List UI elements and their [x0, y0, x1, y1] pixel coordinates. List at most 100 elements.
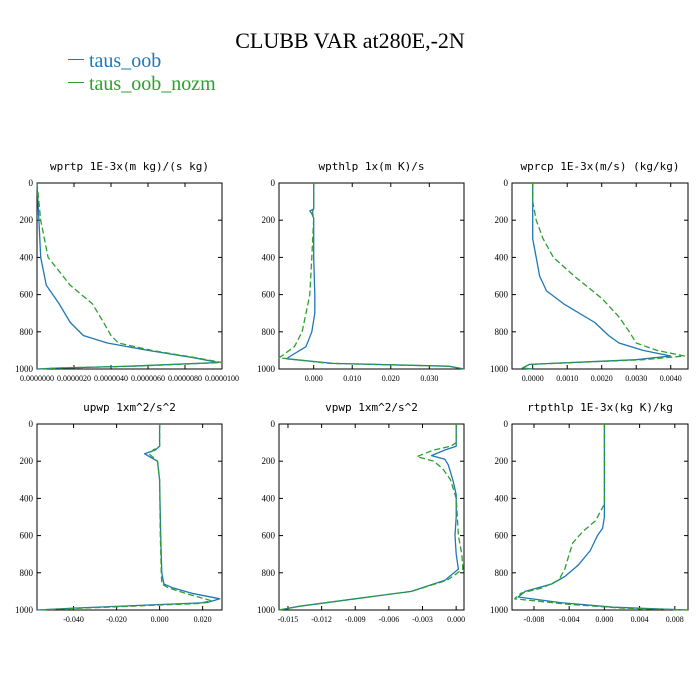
y-tick-label: 600 — [20, 290, 34, 300]
plot-frame — [511, 423, 689, 611]
series-line-taus-oob-nozm — [278, 424, 464, 611]
x-tick-label: 0.008 — [666, 615, 684, 624]
y-tick-label: 800 — [262, 327, 276, 337]
y-tick-label: 200 — [262, 215, 276, 225]
y-tick-label: 400 — [495, 252, 509, 262]
x-tick-label: -0.008 — [524, 615, 545, 624]
x-tick-label: 0.0000060 — [131, 374, 165, 383]
subplot-5: vpwp 1xm^2/s^2 0 200 400 600 800 1000-0.015 -0.… — [257, 401, 465, 624]
subplot-6: rtpthlp 1E-3x(kg K)/kg 0 200 400 600 800 1000 -… — [490, 401, 689, 624]
y-tick-label: 400 — [262, 493, 276, 503]
x-tick-label: 0.010 — [343, 374, 361, 383]
series-line-taus-oob-nozm — [278, 183, 465, 370]
plot-frame — [278, 423, 465, 611]
series-line-taus-oob-nozm — [513, 424, 689, 611]
plot-frame — [511, 182, 689, 370]
y-tick-label: 0 — [271, 178, 276, 188]
y-tick-label: 600 — [20, 531, 34, 541]
y-tick-label: 400 — [20, 252, 34, 262]
subplot-title: vpwp 1xm^2/s^2 — [325, 401, 418, 414]
subplot-title: rtpthlp 1E-3x(kg K)/kg — [527, 401, 673, 414]
x-tick-label: 0.0000100 — [205, 374, 239, 383]
x-tick-label: 0.020 — [194, 615, 212, 624]
series-line-taus-oob-nozm — [521, 183, 686, 370]
y-tick-label: 600 — [262, 531, 276, 541]
y-tick-label: 0 — [504, 178, 509, 188]
y-tick-label: 800 — [495, 327, 509, 337]
plot-frame — [36, 182, 223, 370]
plot-frame — [36, 423, 223, 611]
y-tick-label: 400 — [262, 252, 276, 262]
x-tick-label: 0.000 — [595, 615, 613, 624]
y-tick-label: 200 — [20, 456, 34, 466]
x-tick-label: -0.006 — [379, 615, 400, 624]
series-line-taus-oob-nozm — [36, 424, 212, 611]
legend-entry-taus-oob-nozm: taus_oob_nozm — [68, 73, 216, 96]
x-tick-label: -0.015 — [278, 615, 299, 624]
x-tick-label: -0.012 — [311, 615, 332, 624]
subplot-title: upwp 1xm^2/s^2 — [83, 401, 176, 414]
subplot-title: wprcp 1E-3x(m/s) (kg/kg) — [521, 160, 680, 173]
y-tick-label: 800 — [495, 568, 509, 578]
y-tick-label: 200 — [495, 215, 509, 225]
x-tick-label: -0.003 — [412, 615, 433, 624]
x-tick-label: 0.000 — [447, 615, 465, 624]
legend-swatch-taus-oob — [68, 58, 84, 60]
x-tick-label: 0.0000080 — [168, 374, 202, 383]
y-tick-label: 800 — [20, 568, 34, 578]
x-tick-label: 0.020 — [382, 374, 400, 383]
x-tick-label: -0.020 — [106, 615, 127, 624]
series-line-taus-oob — [36, 182, 219, 370]
y-tick-label: 600 — [495, 290, 509, 300]
y-tick-label: 1000 — [490, 605, 509, 615]
x-tick-label: 0.0000000 — [20, 374, 54, 383]
y-tick-label: 200 — [20, 215, 34, 225]
subplot-4: upwp 1xm^2/s^2 0 200 400 600 800 1000 -0.040 -0.… — [15, 401, 223, 624]
series-line-taus-oob — [36, 424, 221, 611]
legend-label-taus-oob: taus_oob — [89, 50, 162, 72]
y-tick-label: 600 — [495, 531, 509, 541]
x-tick-label: 0.030 — [420, 374, 438, 383]
y-tick-label: 1000 — [257, 605, 276, 615]
y-tick-label: 800 — [262, 568, 276, 578]
page-title: CLUBB VAR at280E,-2N — [235, 28, 465, 53]
y-tick-label: 0 — [504, 419, 509, 429]
y-tick-label: 0 — [271, 419, 276, 429]
legend-entry-taus-oob: taus_oob — [68, 50, 161, 73]
x-tick-label: -0.009 — [345, 615, 366, 624]
y-tick-label: 400 — [495, 493, 509, 503]
series-line-taus-oob — [521, 183, 672, 370]
x-tick-label: 0.0010 — [556, 374, 578, 383]
x-tick-label: 0.0040 — [660, 374, 682, 383]
subplot-3: wprcp 1E-3x(m/s) (kg/kg) 0 200 400 600 800 100… — [490, 160, 689, 383]
x-tick-label: 0.000 — [305, 374, 323, 383]
y-tick-label: 200 — [495, 456, 509, 466]
x-tick-label: 0.0000 — [522, 374, 544, 383]
x-tick-label: 0.0000020 — [57, 374, 91, 383]
y-tick-label: 1000 — [15, 364, 34, 374]
series-line-taus-oob — [517, 424, 689, 611]
subplot-1: wprtp 1E-3x(m kg)/(s kg) 0 200 400 600 800 100… — [15, 160, 239, 383]
legend-label-taus-oob-nozm: taus_oob_nozm — [89, 73, 216, 95]
x-tick-label: 0.0000040 — [94, 374, 128, 383]
x-tick-label: -0.040 — [63, 615, 84, 624]
y-tick-label: 200 — [262, 456, 276, 466]
series-line-taus-oob-nozm — [36, 182, 223, 370]
y-tick-label: 0 — [29, 178, 34, 188]
x-tick-label: 0.0020 — [591, 374, 613, 383]
legend-swatch-taus-oob-nozm — [68, 81, 84, 83]
y-tick-label: 600 — [262, 290, 276, 300]
series-line-taus-oob — [278, 424, 460, 611]
y-tick-label: 0 — [29, 419, 34, 429]
x-tick-label: 0.004 — [631, 615, 649, 624]
y-tick-label: 800 — [20, 327, 34, 337]
y-tick-label: 400 — [20, 493, 34, 503]
x-tick-label: 0.000 — [151, 615, 169, 624]
subplot-title: wpthlp 1x(m K)/s — [319, 160, 425, 173]
x-tick-label: -0.004 — [559, 615, 580, 624]
x-tick-label: 0.0030 — [625, 374, 647, 383]
plot-frame — [278, 182, 465, 370]
y-tick-label: 1000 — [15, 605, 34, 615]
y-tick-label: 1000 — [490, 364, 509, 374]
